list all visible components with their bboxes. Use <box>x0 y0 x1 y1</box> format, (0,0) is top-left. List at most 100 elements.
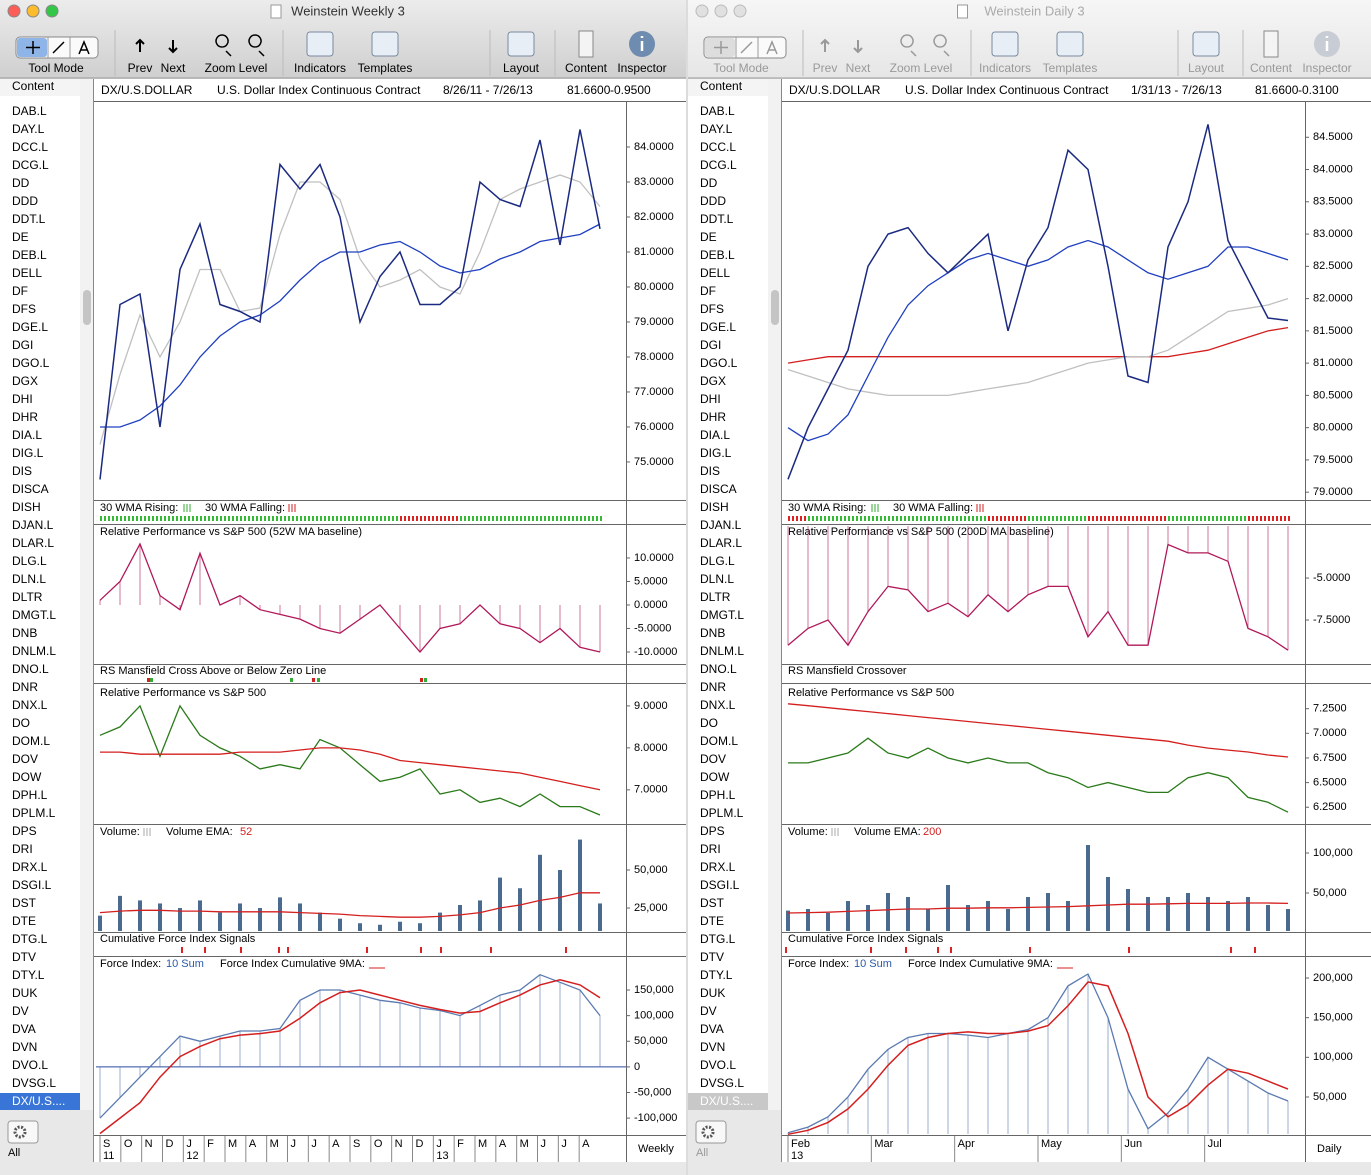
symbol-item[interactable]: DHI <box>12 392 33 406</box>
symbol-item[interactable]: DTY.L <box>700 968 733 982</box>
symbol-item[interactable]: DGI <box>12 338 33 352</box>
symbol-item[interactable]: DDT.L <box>700 212 734 226</box>
symbol-item[interactable]: DLN.L <box>700 572 734 586</box>
window-button[interactable] <box>714 4 728 18</box>
symbol-item[interactable]: DTE <box>12 914 36 928</box>
symbol-item[interactable]: DSGI.L <box>700 878 740 892</box>
toolbar-icon[interactable] <box>507 31 535 57</box>
symbol-item[interactable]: DHI <box>700 392 721 406</box>
symbol-item[interactable]: DX/U.S.... <box>700 1094 753 1108</box>
window-button[interactable] <box>7 4 21 18</box>
symbol-item[interactable]: DTV <box>700 950 724 964</box>
symbol-item[interactable]: DRX.L <box>12 860 48 874</box>
symbol-item[interactable]: DNX.L <box>12 698 48 712</box>
toolbar-icon[interactable] <box>306 31 334 57</box>
symbol-item[interactable]: DLN.L <box>12 572 46 586</box>
symbol-item[interactable]: DCG.L <box>700 158 737 172</box>
symbol-item[interactable]: DO <box>12 716 30 730</box>
symbol-item[interactable]: DVN <box>700 1040 725 1054</box>
sidebar-scroll-thumb[interactable] <box>771 290 779 325</box>
symbol-item[interactable]: DOW <box>700 770 730 784</box>
toolbar-label[interactable]: Layout <box>503 61 540 75</box>
symbol-item[interactable]: DUK <box>12 986 37 1000</box>
symbol-item[interactable]: DPS <box>700 824 725 838</box>
symbol-item[interactable]: DGI <box>700 338 721 352</box>
symbol-item[interactable]: DPS <box>12 824 37 838</box>
symbol-item[interactable]: DCG.L <box>12 158 49 172</box>
toolbar-label[interactable]: Prev <box>128 61 153 75</box>
symbol-item[interactable]: DIA.L <box>700 428 730 442</box>
toolbar-label[interactable]: Level <box>924 61 953 75</box>
symbol-item[interactable]: DDT.L <box>12 212 46 226</box>
symbol-item[interactable]: DCC.L <box>700 140 736 154</box>
toolbar-label[interactable]: Content <box>565 61 608 75</box>
symbol-item[interactable]: DLG.L <box>700 554 735 568</box>
symbol-item[interactable]: DFS <box>700 302 724 316</box>
symbol-item[interactable]: DTG.L <box>700 932 736 946</box>
symbol-item[interactable]: DGE.L <box>12 320 48 334</box>
zoom-icon[interactable] <box>933 34 950 57</box>
toolbar-label[interactable]: Indicators <box>979 61 1031 75</box>
symbol-item[interactable]: DHR <box>700 410 726 424</box>
symbol-item[interactable]: DNX.L <box>700 698 736 712</box>
symbol-item[interactable]: DVO.L <box>700 1058 736 1072</box>
toolbar-label[interactable]: Tool Mode <box>713 61 769 75</box>
zoom-icon[interactable] <box>215 34 232 57</box>
symbol-item[interactable]: DTE <box>700 914 724 928</box>
symbol-item[interactable]: DVSG.L <box>700 1076 744 1090</box>
symbol-item[interactable]: DUK <box>700 986 725 1000</box>
period-label[interactable]: Weekly <box>638 1143 674 1155</box>
symbol-item[interactable]: DIA.L <box>12 428 42 442</box>
toolbar-label[interactable]: Next <box>846 61 871 75</box>
symbol-item[interactable]: DIS <box>12 464 32 478</box>
symbol-item[interactable]: DE <box>12 230 29 244</box>
symbol-item[interactable]: DRX.L <box>700 860 736 874</box>
window-button[interactable] <box>26 4 40 18</box>
window-button[interactable] <box>45 4 59 18</box>
window-button[interactable] <box>695 4 709 18</box>
sidebar-filter[interactable]: All <box>696 1147 708 1159</box>
sidebar-scroll-thumb[interactable] <box>83 290 91 325</box>
symbol-item[interactable]: DISH <box>700 500 729 514</box>
symbol-item[interactable]: DD <box>12 176 30 190</box>
symbol-item[interactable]: DEB.L <box>12 248 47 262</box>
symbol-item[interactable]: DLAR.L <box>12 536 54 550</box>
symbol-item[interactable]: DLG.L <box>12 554 47 568</box>
symbol-item[interactable]: DTY.L <box>12 968 45 982</box>
symbol-item[interactable]: DELL <box>12 266 42 280</box>
symbol-item[interactable]: DAB.L <box>12 104 47 118</box>
symbol-item[interactable]: DDD <box>12 194 38 208</box>
symbol-item[interactable]: DOW <box>12 770 42 784</box>
symbol-item[interactable]: DAY.L <box>12 122 45 136</box>
symbol-item[interactable]: DGO.L <box>12 356 50 370</box>
symbol-item[interactable]: DCC.L <box>12 140 48 154</box>
symbol-item[interactable]: DMGT.L <box>700 608 744 622</box>
symbol-item[interactable]: DNB <box>12 626 37 640</box>
symbol-item[interactable]: DPLM.L <box>12 806 56 820</box>
symbol-item[interactable]: DF <box>12 284 28 298</box>
symbol-item[interactable]: DST <box>12 896 37 910</box>
symbol-item[interactable]: DV <box>12 1004 29 1018</box>
symbol-item[interactable]: DST <box>700 896 725 910</box>
symbol-item[interactable]: DOV <box>12 752 38 766</box>
toolbar-label[interactable]: Prev <box>813 61 838 75</box>
symbol-item[interactable]: DOM.L <box>700 734 738 748</box>
symbol-item[interactable]: DISH <box>12 500 41 514</box>
symbol-item[interactable]: DMGT.L <box>12 608 56 622</box>
toolbar-label[interactable]: Content <box>1250 61 1293 75</box>
symbol-item[interactable]: DRI <box>700 842 721 856</box>
toolbar-icon[interactable] <box>1192 31 1220 57</box>
symbol-item[interactable]: DV <box>700 1004 717 1018</box>
symbol-item[interactable]: DNO.L <box>700 662 737 676</box>
symbol-item[interactable]: DDD <box>700 194 726 208</box>
symbol-item[interactable]: DNO.L <box>12 662 49 676</box>
content-icon[interactable] <box>1263 30 1279 58</box>
symbol-item[interactable]: DAB.L <box>700 104 735 118</box>
symbol-item[interactable]: DNLM.L <box>12 644 56 658</box>
symbol-item[interactable]: DHR <box>12 410 38 424</box>
symbol-item[interactable]: DOV <box>700 752 726 766</box>
symbol-item[interactable]: DVSG.L <box>12 1076 56 1090</box>
symbol-item[interactable]: DF <box>700 284 716 298</box>
symbol-item[interactable]: DNR <box>700 680 726 694</box>
toolbar-label[interactable]: Layout <box>1188 61 1225 75</box>
